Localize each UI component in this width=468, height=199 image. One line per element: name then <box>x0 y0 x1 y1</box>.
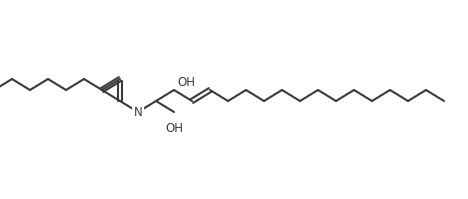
Text: OH: OH <box>165 122 183 135</box>
Text: N: N <box>134 105 142 118</box>
Text: OH: OH <box>177 75 195 89</box>
Text: N: N <box>134 105 142 118</box>
